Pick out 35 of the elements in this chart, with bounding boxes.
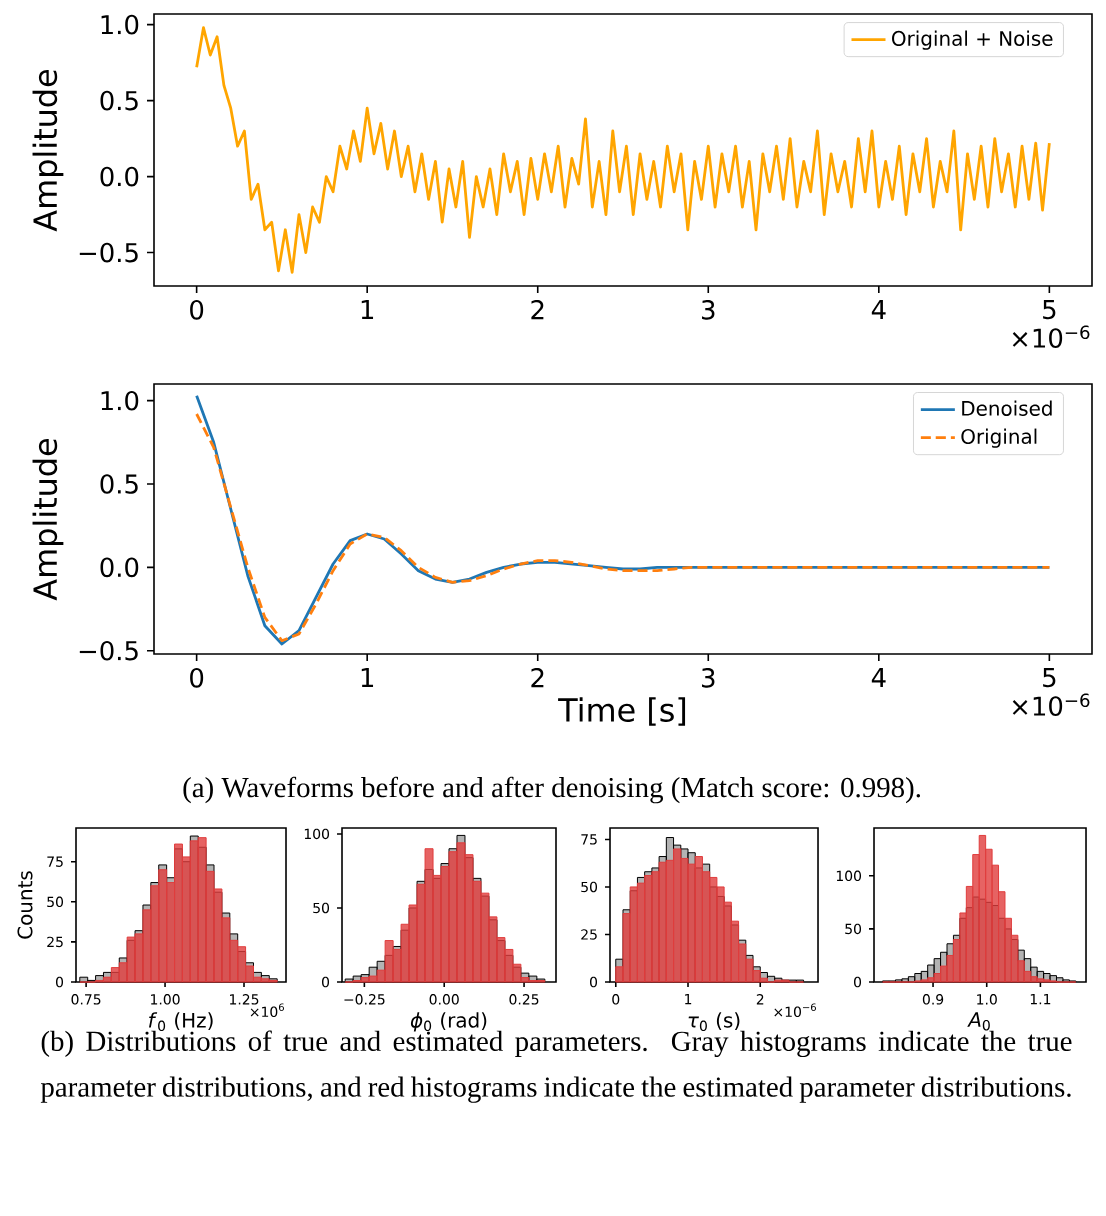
x-tick-label: 1 xyxy=(361,300,374,319)
text: ×10$^{−6}$ xyxy=(1012,693,1090,716)
x-tick-label: 2 xyxy=(531,668,544,688)
x-axis-title: ϕ$_{0}$ (rad) xyxy=(410,1012,487,1032)
y-axis-title: Amplitude xyxy=(32,439,64,601)
y-axis-title: Counts xyxy=(17,871,33,939)
legend-label: Original xyxy=(961,428,1037,448)
y-tick-label: 1.0 xyxy=(101,14,139,35)
x-tick-label: 0 xyxy=(190,668,204,688)
y-tick-label: −0.5 xyxy=(79,242,138,263)
text: ×10$^{−6}$ xyxy=(1012,325,1090,348)
x-tick-label: 0 xyxy=(190,300,204,320)
y-tick-label: −0.5 xyxy=(79,640,138,661)
y-tick-label: 0.0 xyxy=(100,166,139,187)
x-axis-title: Time [s] xyxy=(558,697,686,726)
legend-label: Original + Noise xyxy=(892,30,1053,50)
y-tick-label: 0.0 xyxy=(100,557,139,578)
legend-label: Denoised xyxy=(962,400,1052,416)
x-tick-label: 1 xyxy=(361,668,374,687)
x-tick-label: 4 xyxy=(871,300,886,319)
x-tick-label: 4 xyxy=(871,668,886,687)
x-tick-label: 3 xyxy=(702,668,715,688)
x-axis-title: A$_{0}$ xyxy=(967,1012,990,1031)
x-tick-label: 5 xyxy=(1043,300,1056,320)
y-tick-label: 1.0 xyxy=(101,390,139,411)
text: (a) Waveforms before and after denoising (Match score: 0.998). xyxy=(183,776,921,804)
x-axis-title: f$_{0}$ (Hz) xyxy=(148,1012,213,1032)
y-axis-title: Amplitude xyxy=(32,70,64,232)
x-axis-title: τ$_{0}$ (s) xyxy=(688,1012,740,1032)
x-tick-label: 2 xyxy=(531,300,544,320)
x-tick-label: 3 xyxy=(702,300,715,320)
x-tick-label: 5 xyxy=(1043,668,1056,688)
y-tick-label: 0.5 xyxy=(100,90,138,111)
y-tick-label: 0.5 xyxy=(100,474,138,494)
text: (b) Distributions of true and estimated parameters. Gray histograms indicate the true parameter distributions, and red histograms indicate the estimated parameter distributions. xyxy=(40,1030,1072,1103)
